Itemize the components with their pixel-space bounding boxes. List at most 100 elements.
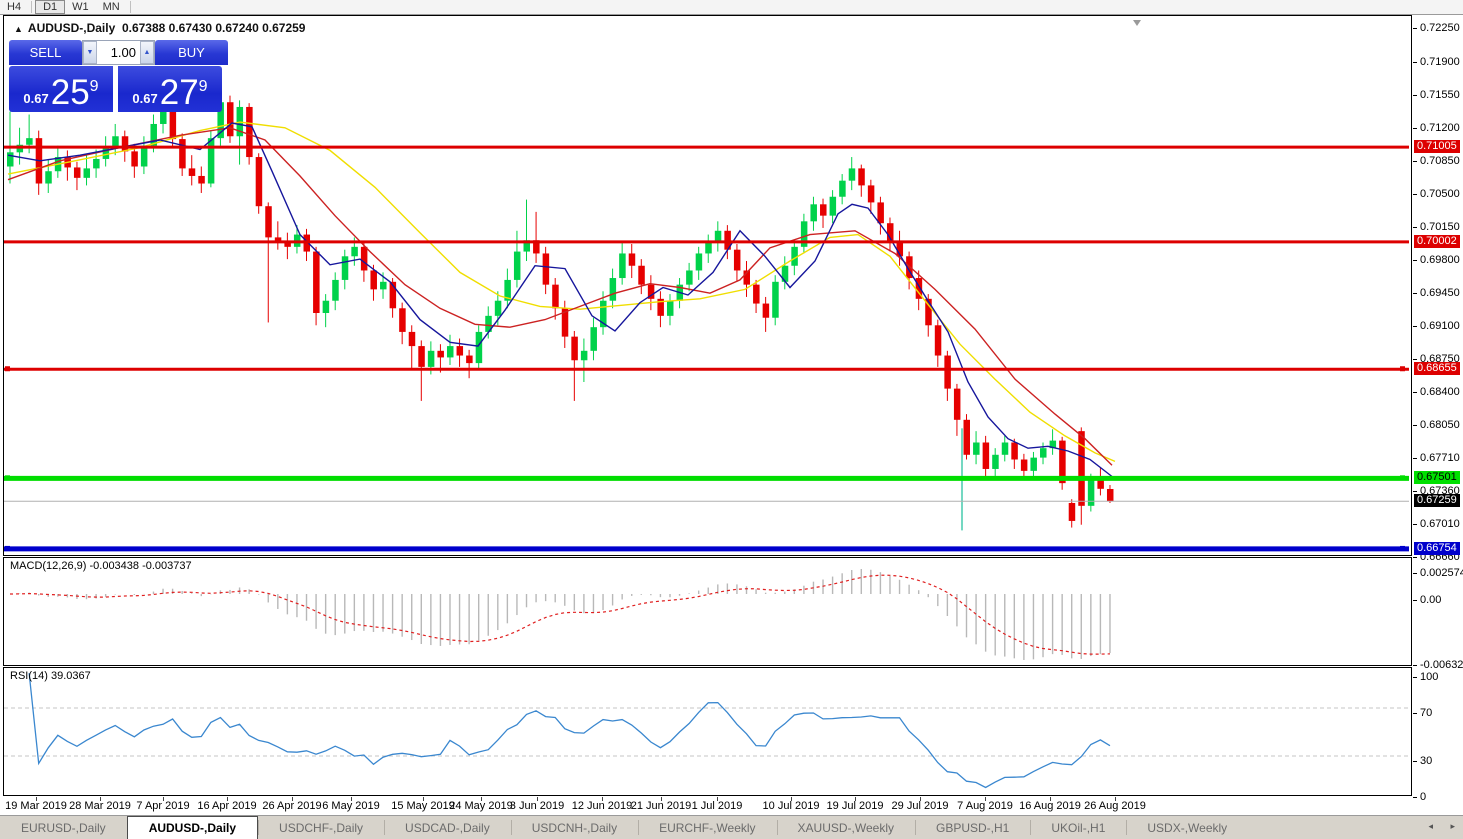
chart-tab-usdx-weekly[interactable]: USDX-,Weekly <box>1126 816 1248 839</box>
chart-tab-xauusd-weekly[interactable]: XAUUSD-,Weekly <box>776 816 915 839</box>
price-tick <box>1413 226 1417 228</box>
price-marker-0.67501: 0.67501 <box>1414 471 1460 485</box>
chart-tab-bar: EURUSD-,Daily AUDUSD-,Daily USDCHF-,Daily U… <box>0 815 1463 839</box>
chart-tab-ukoil-h1[interactable]: UKOil-,H1 <box>1030 816 1126 839</box>
price-tick-label: 0.68400 <box>1420 386 1460 399</box>
date-tick <box>985 797 986 801</box>
price-tick <box>1413 127 1417 129</box>
price-tick <box>1413 293 1417 295</box>
price-scale[interactable]: 0.72250 0.71900 0.71550 0.71200 0.70850 0.705… <box>1413 15 1463 815</box>
timeframe-button-d1[interactable]: D1 <box>35 0 66 14</box>
price-tick-label: 0.67010 <box>1420 517 1460 530</box>
date-tick <box>791 797 792 801</box>
buy-price-tile[interactable]: 0.67 27 9 <box>118 66 222 112</box>
date-tick <box>1115 797 1116 801</box>
price-tick <box>1413 193 1417 195</box>
price-tick <box>1413 425 1417 427</box>
price-tick <box>1413 28 1417 30</box>
price-tick <box>1413 160 1417 162</box>
date-label: 16 Apr 2019 <box>197 800 257 812</box>
volume-decrease-button[interactable]: ▼ <box>83 41 97 64</box>
chart-tab-eurchf-weekly[interactable]: EURCHF-,Weekly <box>638 816 776 839</box>
buy-price-big: 27 <box>159 73 199 112</box>
price-tick <box>1413 457 1417 459</box>
price-tick-label: 0.70850 <box>1420 154 1460 167</box>
toolbar-separator <box>129 1 131 13</box>
chart-shift-marker-icon <box>1133 20 1141 26</box>
sell-button[interactable]: SELL <box>9 40 82 65</box>
macd-indicator-pane[interactable]: MACD(12,26,9) -0.003438 -0.003737 <box>3 557 1412 666</box>
price-tick <box>1413 556 1417 558</box>
chart-ohlc-values: 0.67388 0.67430 0.67240 0.67259 <box>121 21 306 35</box>
price-marker-0.66754: 0.66754 <box>1414 541 1460 555</box>
chart-symbol-label: AUDUSD-,Daily <box>27 21 116 35</box>
price-tick-label: 0.67360 <box>1420 484 1460 497</box>
date-label: 10 Jul 2019 <box>762 800 820 812</box>
buy-price-prefix: 0.67 <box>132 91 158 106</box>
price-marker-0.67259: 0.67259 <box>1414 494 1460 508</box>
rsi-tick-label: 70 <box>1420 707 1433 719</box>
chart-tab-usdchf-daily[interactable]: USDCHF-,Daily <box>258 816 384 839</box>
collapse-panel-icon[interactable]: ▲ <box>14 24 23 34</box>
timeframe-button-w1[interactable]: W1 <box>72 0 89 13</box>
volume-input[interactable] <box>97 41 140 64</box>
date-tick <box>602 797 603 801</box>
volume-increase-button[interactable]: ▲ <box>140 41 154 64</box>
price-tick-label: 0.71900 <box>1420 55 1460 68</box>
buy-price-pip: 9 <box>198 78 208 95</box>
time-scale[interactable]: 19 Mar 2019 28 Mar 2019 7 Apr 2019 16 Apr 2… <box>3 797 1412 815</box>
timeframe-toolbar: H4 D1 W1 MN <box>0 0 1463 15</box>
macd-tick-label: -0.006326 <box>1420 659 1463 671</box>
date-tick <box>163 797 164 801</box>
price-tick <box>1413 260 1417 262</box>
chart-tab-usdcad-daily[interactable]: USDCAD-,Daily <box>384 816 511 839</box>
buy-button[interactable]: BUY <box>155 40 228 65</box>
toolbar-separator <box>31 1 33 13</box>
one-click-trading-panel: SELL ▼ ▲ BUY 0.67 25 9 0.67 27 9 <box>9 40 228 112</box>
price-tick <box>1413 326 1417 328</box>
price-chart-pane[interactable]: ▲ AUDUSD-,Daily 0.67388 0.67430 0.67240 0… <box>3 15 1412 556</box>
price-tick-label: 0.69450 <box>1420 287 1460 300</box>
date-label: 19 Mar 2019 <box>5 800 67 812</box>
price-marker-0.70002: 0.70002 <box>1414 234 1460 248</box>
date-label: 16 Aug 2019 <box>1019 800 1081 812</box>
chart-tab-usdcnh-daily[interactable]: USDCNH-,Daily <box>510 816 638 839</box>
price-tick-label: 0.67710 <box>1420 451 1460 464</box>
date-label: 12 Jun 2019 <box>571 800 633 812</box>
ma-mid-red <box>7 127 1113 466</box>
macd-label: MACD(12,26,9) -0.003438 -0.003737 <box>10 560 192 572</box>
chart-tab-gbpusd-h1[interactable]: GBPUSD-,H1 <box>915 816 1030 839</box>
price-tick-label: 0.71550 <box>1420 88 1460 101</box>
date-label: 3 Jun 2019 <box>509 800 565 812</box>
price-tick-label: 0.69800 <box>1420 254 1460 267</box>
date-label: 29 Jul 2019 <box>891 800 949 812</box>
chart-tab-eurusd-daily[interactable]: EURUSD-,Daily <box>21 820 106 835</box>
chart-tab-audusd-daily[interactable]: AUDUSD-,Daily <box>126 816 259 839</box>
sell-price-tile[interactable]: 0.67 25 9 <box>9 66 113 112</box>
price-tick-label: 0.69100 <box>1420 320 1460 333</box>
price-tick-label: 0.70500 <box>1420 187 1460 200</box>
date-tick <box>227 797 228 801</box>
date-tick <box>537 797 538 801</box>
macd-tick-label: 0.002574 <box>1420 567 1463 579</box>
ma-slow-yellow <box>7 121 1116 463</box>
timeframe-button-h4[interactable]: H4 <box>7 0 22 13</box>
date-tick <box>1050 797 1051 801</box>
date-label: 26 Apr 2019 <box>262 800 322 812</box>
date-tick <box>855 797 856 801</box>
tab-scroll-left-icon[interactable]: ◂ <box>1428 821 1433 831</box>
timeframe-button-mn[interactable]: MN <box>102 0 120 13</box>
rsi-indicator-pane[interactable]: RSI(14) 39.0367 <box>3 667 1412 796</box>
price-tick <box>1413 359 1417 361</box>
tab-scroll-right-icon[interactable]: ▸ <box>1450 821 1455 831</box>
price-marker-0.68655: 0.68655 <box>1414 362 1460 376</box>
rsi-tick <box>1413 713 1417 714</box>
date-tick <box>661 797 662 801</box>
price-tick <box>1413 392 1417 394</box>
rsi-tick <box>1413 677 1417 678</box>
macd-tick <box>1413 665 1417 666</box>
date-label: 7 Apr 2019 <box>136 800 190 812</box>
rsi-tick-label: 30 <box>1420 755 1433 767</box>
date-tick <box>351 797 352 801</box>
date-tick <box>481 797 482 801</box>
